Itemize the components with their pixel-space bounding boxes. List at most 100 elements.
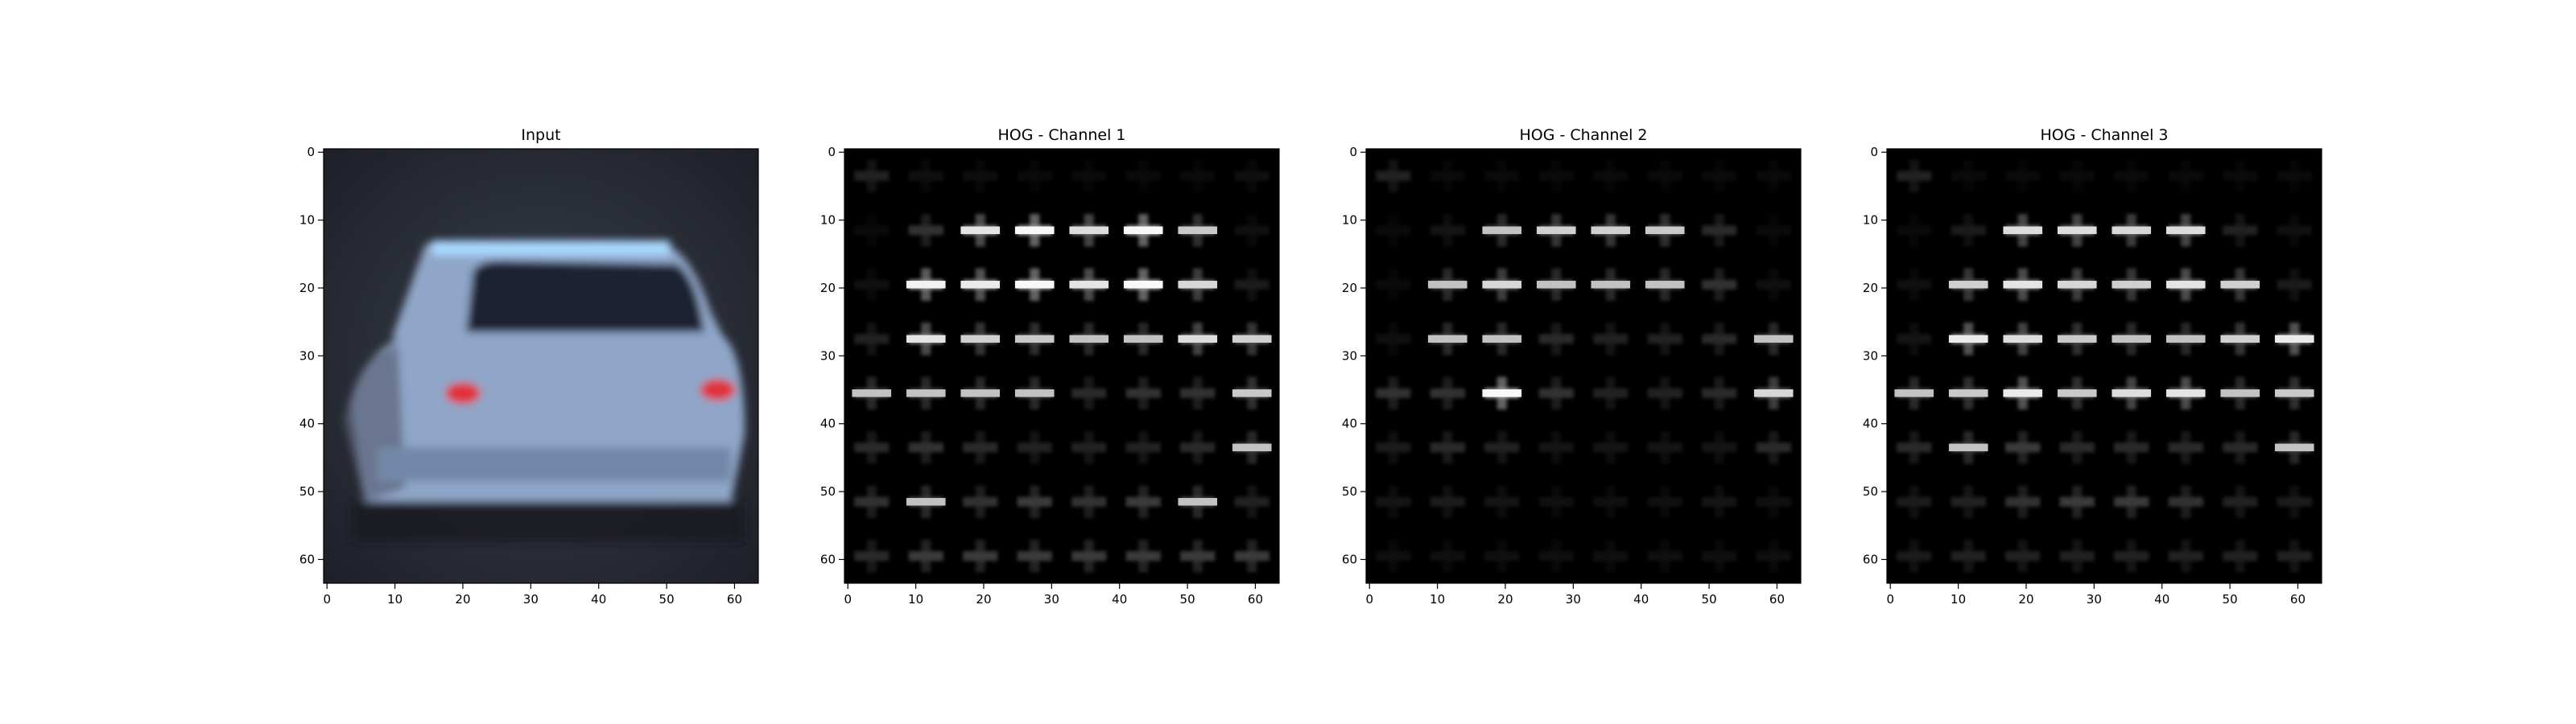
- hog-cell: [1756, 214, 1791, 247]
- hog-cell: [1234, 214, 1269, 247]
- hog-cell: [1593, 323, 1629, 356]
- car-rear-photo: [344, 240, 745, 543]
- hog-cell: [1948, 323, 1988, 356]
- hog-cell: [854, 268, 890, 301]
- panel-title: HOG - Channel 1: [997, 126, 1125, 144]
- hog-cell: [1125, 540, 1161, 573]
- x-tick-label: 40: [1112, 592, 1127, 607]
- hog-orientation-bar: [2274, 335, 2314, 343]
- hog-background: [1887, 149, 2322, 583]
- hog-cell: [1482, 376, 1522, 409]
- hog-cell: [906, 485, 946, 518]
- x-tick-label: 30: [1044, 592, 1059, 607]
- hog-cell: [1538, 431, 1574, 464]
- hog-cell: [1376, 214, 1411, 247]
- hog-cell: [2274, 431, 2314, 464]
- y-tick-label: 50: [299, 484, 315, 499]
- hog-cell: [2005, 485, 2041, 518]
- hog-cell: [1702, 431, 1737, 464]
- hog-cell: [1951, 485, 1986, 518]
- hog-orientation-bar: [960, 226, 1001, 234]
- hog-orientation-bar: [1645, 281, 1685, 289]
- input-image: [324, 149, 758, 583]
- y-tick-label: 30: [299, 348, 315, 363]
- hog-cell: [960, 214, 1001, 247]
- hog-orientation-bar: [2220, 335, 2260, 343]
- hog-orientation-bar: [1123, 281, 1163, 289]
- x-axis: 0 10 20 30 40 50 60: [1886, 583, 2306, 607]
- x-tick-label: 40: [1633, 592, 1649, 607]
- hog-cell: [1647, 159, 1682, 192]
- hog-cell: [1951, 540, 1986, 573]
- hog-cell: [1014, 268, 1055, 301]
- x-tick-label: 20: [976, 592, 991, 607]
- hog-cell: [1376, 485, 1411, 518]
- panel-hog-channel-2: HOG - Channel 2 0 10 20 30 40 50 60 0 10 20 30 40 5…: [1342, 126, 1802, 607]
- x-tick-label: 30: [2087, 592, 2102, 607]
- hog-cell: [1702, 214, 1737, 247]
- hog-cell: [960, 376, 1001, 409]
- hog-cell: [2112, 376, 2152, 409]
- hog-cell: [1427, 268, 1468, 301]
- y-tick-label: 20: [299, 281, 315, 295]
- hog-cell: [1014, 323, 1055, 356]
- hog-cell: [1178, 485, 1218, 518]
- hog-cell: [854, 323, 890, 356]
- hog-cell: [1753, 376, 1794, 409]
- x-tick-label: 0: [1365, 592, 1373, 607]
- hog-cell: [1017, 540, 1052, 573]
- hog-orientation-bar: [906, 389, 946, 397]
- hog-orientation-bar: [1069, 281, 1109, 289]
- hog-orientation-bar: [906, 498, 946, 506]
- hog-orientation-bar: [2057, 226, 2097, 234]
- hog-cell: [1948, 431, 1988, 464]
- hog-orientation-bar: [1069, 335, 1109, 343]
- panel-hog-channel-1: HOG - Channel 1 0 10 20 30 40 50 60 0 10 20 30 40 5…: [820, 126, 1280, 607]
- hog-orientation-bar: [2165, 226, 2206, 234]
- hog-cell: [2057, 376, 2097, 409]
- hog-cell: [1647, 540, 1682, 573]
- hog-cell: [1071, 376, 1107, 409]
- hog-orientation-bar: [1014, 226, 1055, 234]
- x-tick-label: 50: [1702, 592, 1717, 607]
- y-tick-label: 10: [1863, 213, 1878, 228]
- hog-cell: [1376, 431, 1411, 464]
- hog-orientation-bar: [2220, 281, 2260, 289]
- hog-orientation-bar: [960, 335, 1001, 343]
- hog-orientation-bar: [1948, 281, 1988, 289]
- hog-orientation-bar: [1014, 335, 1055, 343]
- y-tick-label: 40: [1342, 417, 1357, 431]
- hog-cell: [1234, 159, 1269, 192]
- hog-cell: [1482, 214, 1522, 247]
- hog-cell: [960, 268, 1001, 301]
- hog-cell: [1538, 323, 1574, 356]
- hog-orientation-bar: [1232, 389, 1272, 397]
- y-tick-label: 60: [299, 552, 315, 566]
- hog-cell: [908, 214, 943, 247]
- y-tick-label: 50: [1863, 484, 1878, 499]
- hog-orientation-bar: [906, 335, 946, 343]
- hog-cell: [906, 376, 946, 409]
- hog-cell: [1484, 431, 1520, 464]
- hog-cell: [1376, 268, 1411, 301]
- hog-cell: [2003, 214, 2043, 247]
- hog-cell: [1536, 214, 1576, 247]
- hog-orientation-bar: [1645, 226, 1685, 234]
- hog-cell: [1376, 323, 1411, 356]
- hog-cell: [1897, 485, 1932, 518]
- hog-orientation-bar: [960, 281, 1001, 289]
- x-tick-label: 20: [455, 592, 470, 607]
- hog-cell: [2165, 376, 2206, 409]
- hog-cell: [1702, 268, 1737, 301]
- hog-cell: [1430, 159, 1465, 192]
- hog-cell: [1014, 376, 1055, 409]
- car-shadow: [350, 501, 745, 543]
- y-tick-label: 30: [1342, 348, 1357, 363]
- x-tick-label: 0: [844, 592, 852, 607]
- hog-cell: [1376, 376, 1411, 409]
- hog-cell: [2114, 431, 2149, 464]
- hog-orientation-bar: [1536, 226, 1576, 234]
- x-tick-label: 0: [323, 592, 331, 607]
- hog-cell: [1591, 268, 1631, 301]
- hog-cell: [2114, 159, 2149, 192]
